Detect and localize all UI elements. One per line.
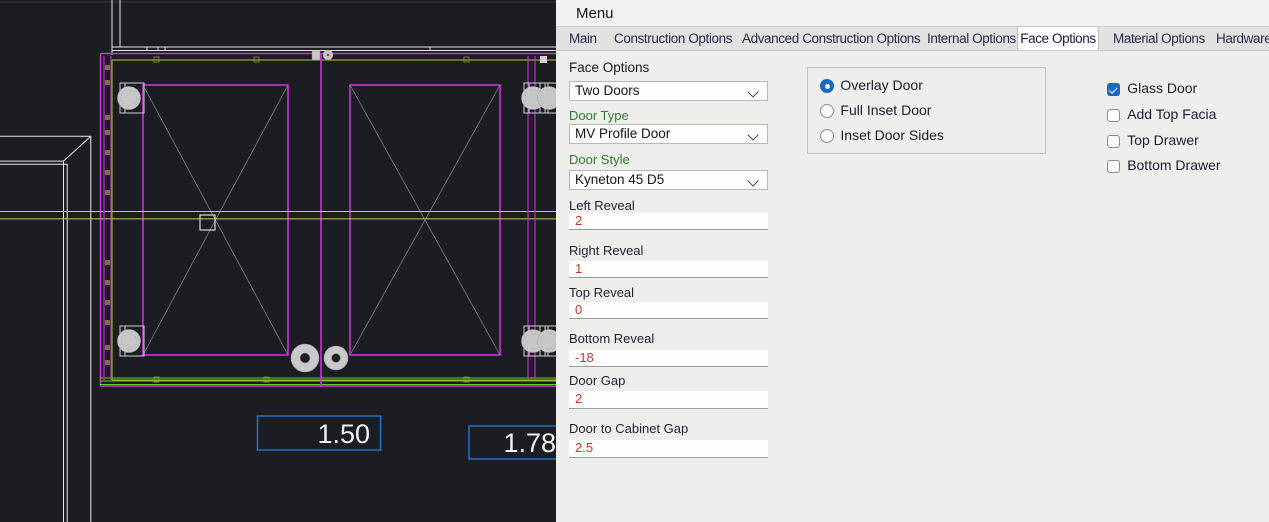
svg-text:1.50: 1.50: [317, 419, 370, 449]
svg-text:1.78: 1.78: [503, 428, 556, 458]
